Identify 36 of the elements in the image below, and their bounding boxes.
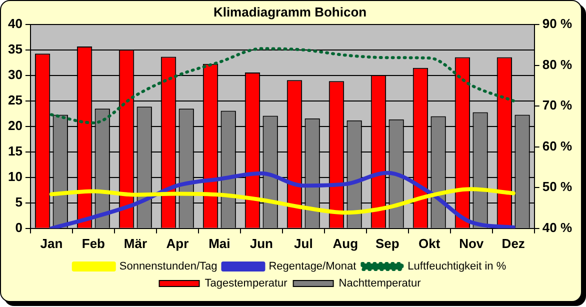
x-tick-label: Okt bbox=[418, 236, 441, 251]
y2-tick-label: 90 % bbox=[542, 16, 572, 32]
legend-label: Luftfeuchtigkeit in % bbox=[408, 260, 506, 273]
x-tick-label: Dez bbox=[502, 236, 526, 251]
y-tick-label: 0 bbox=[15, 220, 22, 235]
y-tick-label: 15 bbox=[8, 144, 22, 159]
y-tick-label: 25 bbox=[8, 92, 22, 108]
x-tick-label: Mai bbox=[208, 236, 230, 251]
x-tick-label: Jun bbox=[250, 236, 274, 251]
y-tick-label: 10 bbox=[8, 169, 22, 184]
y-tick-label: 35 bbox=[8, 42, 22, 57]
y2-tick-label: 50 % bbox=[542, 179, 572, 194]
legend-label: Tagestemperatur bbox=[204, 278, 288, 290]
line-series bbox=[49, 170, 516, 228]
y-tick-label: 20 bbox=[8, 118, 22, 134]
chart-title: Klimadiagramm Bohicon bbox=[213, 4, 367, 20]
y2-tick-label: 60 % bbox=[542, 138, 572, 154]
x-tick-label: Nov bbox=[459, 236, 484, 251]
y2-tick-label: 80 % bbox=[542, 56, 572, 72]
y-tick-label: 5 bbox=[15, 194, 22, 210]
x-tick-label: Apr bbox=[166, 236, 189, 251]
line-series bbox=[49, 187, 516, 215]
x-tick-label: Jan bbox=[40, 236, 63, 251]
y-tick-label: 40 bbox=[8, 16, 22, 32]
line-series bbox=[50, 47, 515, 124]
y2-tick-label: 70 % bbox=[542, 98, 572, 113]
x-tick-label: Aug bbox=[332, 236, 358, 251]
x-tick-label: Mär bbox=[124, 236, 148, 251]
x-tick-label: Jul bbox=[294, 236, 313, 251]
legend-label: Nachttemperatur bbox=[338, 278, 422, 290]
legend-label: Sonnenstunden/Tag bbox=[119, 260, 218, 273]
x-tick-label: Sep bbox=[375, 236, 400, 251]
x-tick-label: Feb bbox=[82, 236, 106, 251]
legend-label: Regentage/Monat bbox=[268, 260, 356, 273]
y2-tick-label: 40 % bbox=[542, 220, 572, 235]
y-tick-label: 30 bbox=[8, 67, 22, 82]
